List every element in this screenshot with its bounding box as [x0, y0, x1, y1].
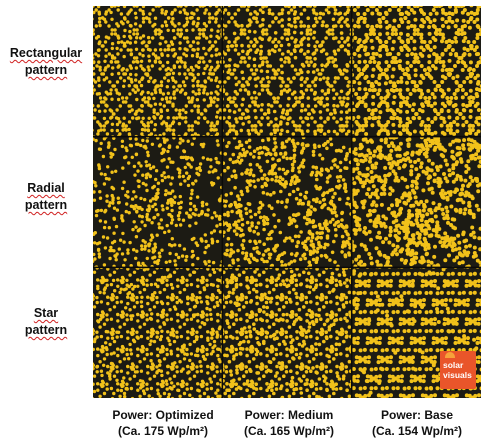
column-label-line2: (Ca. 175 Wp/m²) — [98, 423, 228, 439]
row-label-line1: Radial — [0, 180, 92, 197]
pattern-grid — [93, 6, 481, 398]
solar-visuals-logo: solar visuals — [440, 351, 476, 389]
column-label-line1: Power: Medium — [224, 407, 354, 423]
logo-text-line1: solar — [443, 360, 476, 370]
row-label-line1: Star — [0, 305, 92, 322]
column-label-medium: Power: Medium (Ca. 165 Wp/m²) — [224, 407, 354, 439]
row-label-rectangular: Rectangular pattern — [0, 45, 92, 79]
column-label-line1: Power: Base — [352, 407, 482, 423]
row-label-line2: pattern — [0, 197, 92, 214]
column-label-base: Power: Base (Ca. 154 Wp/m²) — [352, 407, 482, 439]
logo-text-line2: visuals — [443, 370, 476, 380]
row-label-line2: pattern — [0, 322, 92, 339]
sun-icon — [445, 352, 455, 358]
column-label-line2: (Ca. 165 Wp/m²) — [224, 423, 354, 439]
pattern-panel — [214, 124, 354, 274]
column-label-line1: Power: Optimized — [98, 407, 228, 423]
row-label-radial: Radial pattern — [0, 180, 92, 214]
pattern-panel — [93, 135, 224, 281]
pattern-grid-svg — [93, 6, 481, 398]
row-label-line2: pattern — [0, 62, 92, 79]
row-label-line1: Rectangular — [0, 45, 92, 62]
row-label-star: Star pattern — [0, 305, 92, 339]
column-label-optimized: Power: Optimized (Ca. 175 Wp/m²) — [98, 407, 228, 439]
pattern-panel — [350, 135, 481, 282]
column-label-line2: (Ca. 154 Wp/m²) — [352, 423, 482, 439]
